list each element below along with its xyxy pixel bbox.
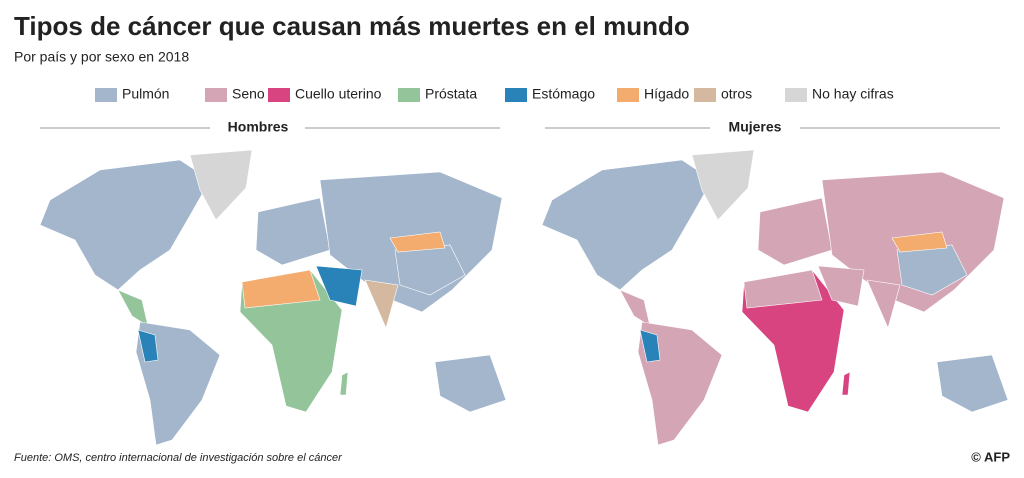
region — [757, 197, 833, 266]
credit: © AFP — [971, 449, 1010, 464]
region — [364, 279, 399, 329]
region — [866, 279, 901, 329]
region — [691, 149, 755, 221]
legend-swatch — [617, 88, 639, 102]
subtitle: Por país y por sexo en 2018 — [14, 49, 189, 65]
legend-swatch — [205, 88, 227, 102]
region — [639, 329, 661, 363]
map-title: Mujeres — [729, 119, 782, 135]
legend: Pulmón Seno Cuello uterino Próstata Estómago… — [95, 86, 894, 102]
legend-label: No hay cifras — [812, 86, 894, 102]
region — [817, 265, 865, 307]
region — [339, 371, 349, 396]
region — [241, 269, 321, 309]
legend-label: Seno — [232, 86, 265, 102]
region — [117, 289, 149, 327]
source: Fuente: OMS, centro internacional de inv… — [14, 452, 343, 464]
region — [389, 231, 446, 253]
region — [137, 329, 159, 363]
title: Tipos de cáncer que causan más muertes e… — [14, 11, 690, 41]
region — [891, 231, 948, 253]
map-women — [541, 149, 1009, 446]
legend-swatch — [505, 88, 527, 102]
legend-label: Hígado — [644, 86, 689, 102]
region — [434, 354, 507, 413]
region — [315, 265, 363, 307]
legend-label: otros — [721, 86, 752, 102]
region — [743, 269, 823, 309]
map-men — [39, 149, 507, 446]
legend-swatch — [398, 88, 420, 102]
legend-label: Pulmón — [122, 86, 169, 102]
region — [619, 289, 651, 327]
legend-swatch — [785, 88, 807, 102]
legend-label: Cuello uterino — [295, 86, 382, 102]
map-title: Hombres — [228, 119, 289, 135]
region — [39, 159, 211, 291]
legend-swatch — [268, 88, 290, 102]
legend-swatch — [694, 88, 716, 102]
region — [189, 149, 253, 221]
region — [841, 371, 851, 396]
legend-label: Estómago — [532, 86, 595, 102]
region — [541, 159, 713, 291]
region — [936, 354, 1009, 413]
region — [255, 197, 331, 266]
legend-label: Próstata — [425, 86, 477, 102]
legend-swatch — [95, 88, 117, 102]
